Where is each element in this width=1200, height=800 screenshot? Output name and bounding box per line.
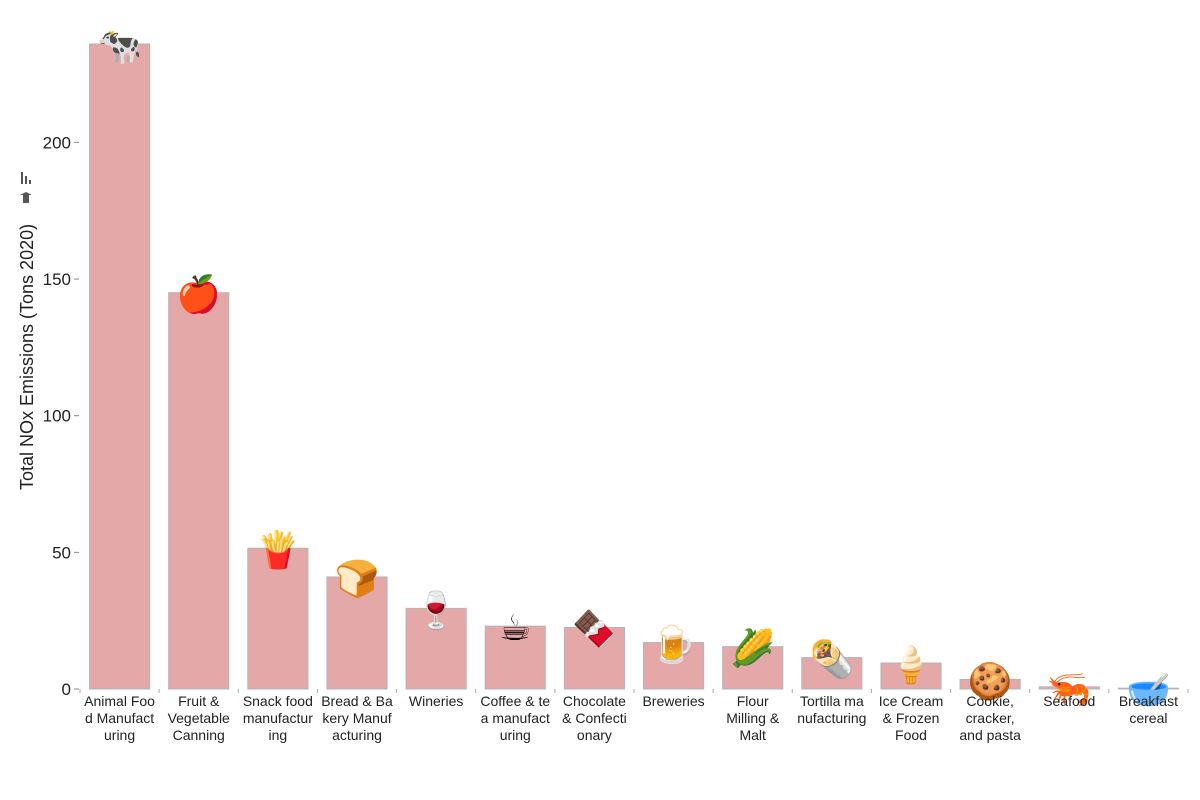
x-tick-label: ing [269, 727, 288, 743]
beer-icon: 🍺 [651, 623, 696, 666]
pin-icon[interactable] [20, 192, 32, 203]
bar[interactable] [563, 627, 626, 690]
x-tick-label: Ice Cream [879, 693, 944, 709]
y-tick-label: 100 [43, 407, 71, 426]
x-tick-label: Milling & [726, 710, 780, 726]
x-tick-label: Bread & Ba [321, 693, 393, 709]
x-tick-label: Coffee & te [480, 693, 550, 709]
cookie-icon: 🍪 [968, 660, 1013, 702]
bar[interactable] [1038, 686, 1100, 690]
x-tick-label: acturing [332, 727, 382, 743]
burrito-icon: 🌯 [809, 639, 854, 681]
x-tick-label: Breweries [642, 693, 704, 709]
sort-icon[interactable] [21, 172, 31, 184]
x-tick-label: & Confecti [562, 710, 627, 726]
x-tick-label: uring [500, 727, 531, 743]
x-tick-label: d Manufact [85, 710, 154, 726]
bars-group: 🐄 🍎 🍟 🍞 🍷 ☕ 🍫 🍺 🌽 🌯 🍦 🍪 🦐 🥣 [88, 26, 1180, 711]
ice-cream-icon: 🍦 [889, 644, 934, 686]
y-tick-label: 200 [43, 133, 71, 152]
x-tick-label: Cookie, [966, 693, 1013, 709]
wine-icon: 🍷 [414, 589, 459, 631]
x-tick-label: Canning [173, 727, 225, 743]
cow-icon: 🐄 [97, 26, 142, 67]
y-tick-label: 50 [52, 543, 71, 562]
bar[interactable] [326, 576, 388, 690]
x-tick-label: Wineries [409, 693, 463, 709]
x-tick-label: kery Manuf [322, 710, 391, 726]
x-tick-label: manufactur [243, 710, 313, 726]
bar[interactable] [88, 43, 151, 690]
bar[interactable] [801, 657, 863, 690]
shrimp-icon: 🦐 [1047, 669, 1092, 710]
x-tick-label: Animal Foo [84, 693, 155, 709]
chips-icon: 🍟 [255, 529, 300, 571]
bar[interactable] [642, 642, 705, 690]
x-tick-label: Fruit & [178, 693, 220, 709]
bar[interactable] [168, 292, 230, 690]
x-tick-label: Chocolate [563, 693, 626, 709]
y-axis-title: Total NOx Emissions (Tons 2020) [17, 224, 37, 490]
bar[interactable] [1117, 687, 1180, 690]
cereal-icon: 🥣 [1126, 670, 1171, 711]
bar[interactable] [722, 646, 784, 690]
x-tick-label: Breakfast [1119, 693, 1178, 709]
bar[interactable] [247, 547, 309, 690]
x-tick-label: Food [895, 727, 927, 743]
bar[interactable] [880, 662, 942, 690]
x-tick-label: Tortilla ma [800, 693, 864, 709]
y-tick-label: 150 [43, 270, 71, 289]
x-tick-label: Vegetable [168, 710, 230, 726]
x-tick-label: cereal [1129, 710, 1167, 726]
x-tick-label: a manufact [481, 710, 550, 726]
corn-icon: 🌽 [730, 627, 775, 670]
apple-icon: 🍎 [176, 273, 221, 316]
x-tick-label: nufacturing [797, 710, 866, 726]
bread-icon: 🍞 [335, 558, 380, 600]
y-tick-label: 0 [62, 680, 71, 699]
x-tick-label: Snack food [243, 693, 313, 709]
x-tick-label: uring [104, 727, 135, 743]
x-tick-label: cracker, [966, 710, 1015, 726]
x-tick-label: Malt [739, 727, 766, 743]
x-tick-label: and pasta [959, 727, 1021, 743]
x-tick-label: & Frozen [883, 710, 940, 726]
bar[interactable] [405, 607, 467, 690]
x-tick-label: Seafood [1043, 693, 1095, 709]
bar[interactable] [484, 625, 546, 690]
y-axis: 0 50 100 150 200 [43, 133, 79, 699]
x-tick-label: Flour [737, 693, 769, 709]
chocolate-icon: 🍫 [572, 609, 617, 651]
bar[interactable] [959, 678, 1021, 690]
x-tick-label: onary [577, 727, 612, 743]
coffee-icon: ☕ [499, 608, 531, 649]
